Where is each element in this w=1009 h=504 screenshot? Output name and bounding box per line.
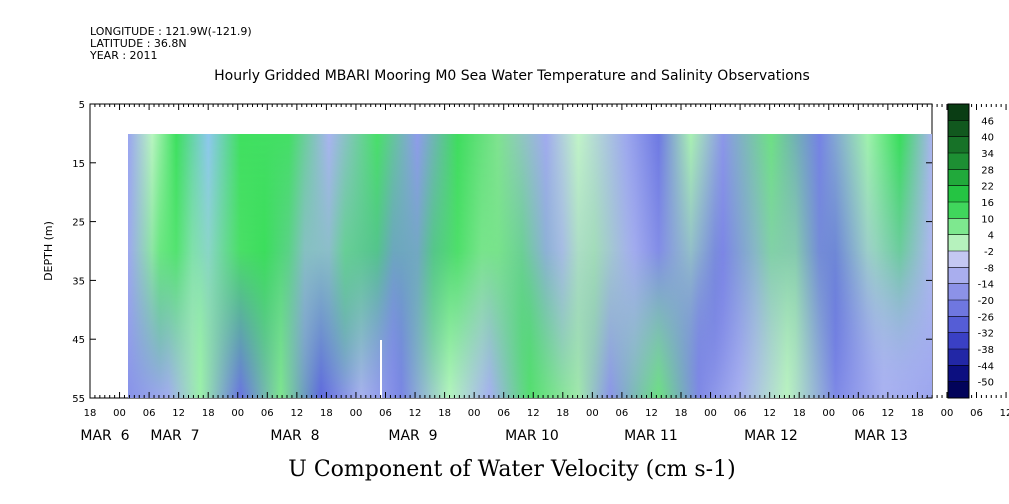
x-hour-label: 12 [290,408,303,419]
x-hour-label: 12 [1000,408,1009,419]
colorbar-label: -32 [978,329,994,340]
x-hour-label: 00 [113,408,126,419]
colorbar-label: -20 [978,296,994,307]
x-hour-label: 12 [763,408,776,419]
colorbar-label: 16 [981,198,994,209]
x-hour-label: 18 [556,408,569,419]
x-hour-label: 06 [970,408,983,419]
x-hour-label: 12 [527,408,540,419]
colorbar-segment [948,169,969,187]
y-tick-label: 45 [72,335,85,346]
x-hour-label: 06 [379,408,392,419]
colorbar-label: 10 [981,214,994,225]
colorbar-segment [948,365,969,383]
x-hour-label: 06 [497,408,510,419]
colorbar-segment [948,332,969,350]
x-hour-label: 18 [793,408,806,419]
colorbar: 46 40 34 28 22 16 10 4 -2 -8 -14 -20 -26 -32 -38 -44 -50 [947,103,994,399]
colorbar-label: -8 [984,263,994,274]
velocity-field-deep [128,250,932,398]
x-hour-label: 06 [616,408,629,419]
x-hour-label: 12 [645,408,658,419]
colorbar-segment [948,120,969,138]
x-hour-label: 00 [704,408,717,419]
colorbar-label: -44 [978,361,994,372]
y-tick-label: 55 [72,394,85,405]
latitude-label: LATITUDE : 36.8N [90,37,187,50]
colorbar-segment [948,283,969,301]
year-label: YEAR : 2011 [89,49,158,62]
x-hour-label: 00 [822,408,835,419]
colorbar-label: 34 [981,149,994,160]
x-hour-label: 06 [143,408,156,419]
colorbar-label: 40 [981,133,994,144]
colorbar-segment [948,185,969,203]
x-hour-label: 06 [734,408,747,419]
x-hour-label: 18 [438,408,451,419]
colorbar-segment [948,300,969,317]
colorbar-label: -26 [978,312,994,323]
x-day-label: MAR 8 [270,428,319,444]
chart-title: Hourly Gridded MBARI Mooring M0 Sea Wate… [214,68,810,84]
x-axis-title: U Component of Water Velocity (cm s-1) [288,457,735,482]
x-hour-label: 18 [202,408,215,419]
colorbar-segment [948,136,969,154]
x-day-label: MAR 10 [505,428,559,444]
x-day-label: MAR 6 [80,428,129,444]
colorbar-label: -14 [978,280,994,291]
colorbar-segment [948,202,969,219]
x-hour-label: 12 [409,408,422,419]
colorbar-segment [948,153,969,170]
colorbar-segment [948,349,969,366]
colorbar-label: -50 [978,378,994,389]
x-hour-label: 00 [468,408,481,419]
y-tick-label: 15 [72,159,85,170]
y-tick-label: 5 [79,100,85,111]
colorbar-label: 46 [981,116,994,127]
colorbar-label: -38 [978,345,994,356]
colorbar-label: -2 [984,247,994,258]
x-hour-label: 18 [84,408,97,419]
x-hour-label: 12 [172,408,185,419]
x-axis: 18 00 06 12 18 00 06 12 18 00 06 12 18 00 06 12 18 00 06 12… [80,104,1009,444]
colorbar-segment [948,267,969,285]
x-hour-label: 18 [675,408,688,419]
y-axis: 5 15 25 35 45 55 [72,100,932,405]
x-day-label: MAR 12 [744,428,798,444]
colorbar-label: 22 [981,182,994,193]
x-hour-label: 06 [852,408,865,419]
y-tick-label: 25 [72,218,85,229]
longitude-label: LONGITUDE : 121.9W(-121.9) [90,25,252,38]
x-hour-label: 18 [911,408,924,419]
colorbar-segment [948,251,969,268]
colorbar-segment [948,104,969,121]
x-hour-label: 00 [350,408,363,419]
y-tick-label: 35 [72,276,85,287]
x-hour-label: 06 [261,408,274,419]
x-day-label: MAR 7 [150,428,199,444]
x-hour-label: 18 [320,408,333,419]
colorbar-segment [948,316,969,334]
x-hour-label: 12 [881,408,894,419]
x-hour-label: 00 [941,408,954,419]
velocity-field [128,134,932,398]
x-day-label: MAR 11 [624,428,678,444]
x-hour-label: 00 [231,408,244,419]
x-hour-label: 00 [586,408,599,419]
colorbar-label: 28 [981,165,994,176]
colorbar-segment [948,234,969,252]
x-day-label: MAR 13 [854,428,908,444]
colorbar-label: 4 [988,231,994,242]
x-day-label: MAR 9 [388,428,437,444]
colorbar-segment [948,381,969,399]
y-axis-label: DEPTH (m) [42,221,55,281]
colorbar-segment [948,218,969,236]
